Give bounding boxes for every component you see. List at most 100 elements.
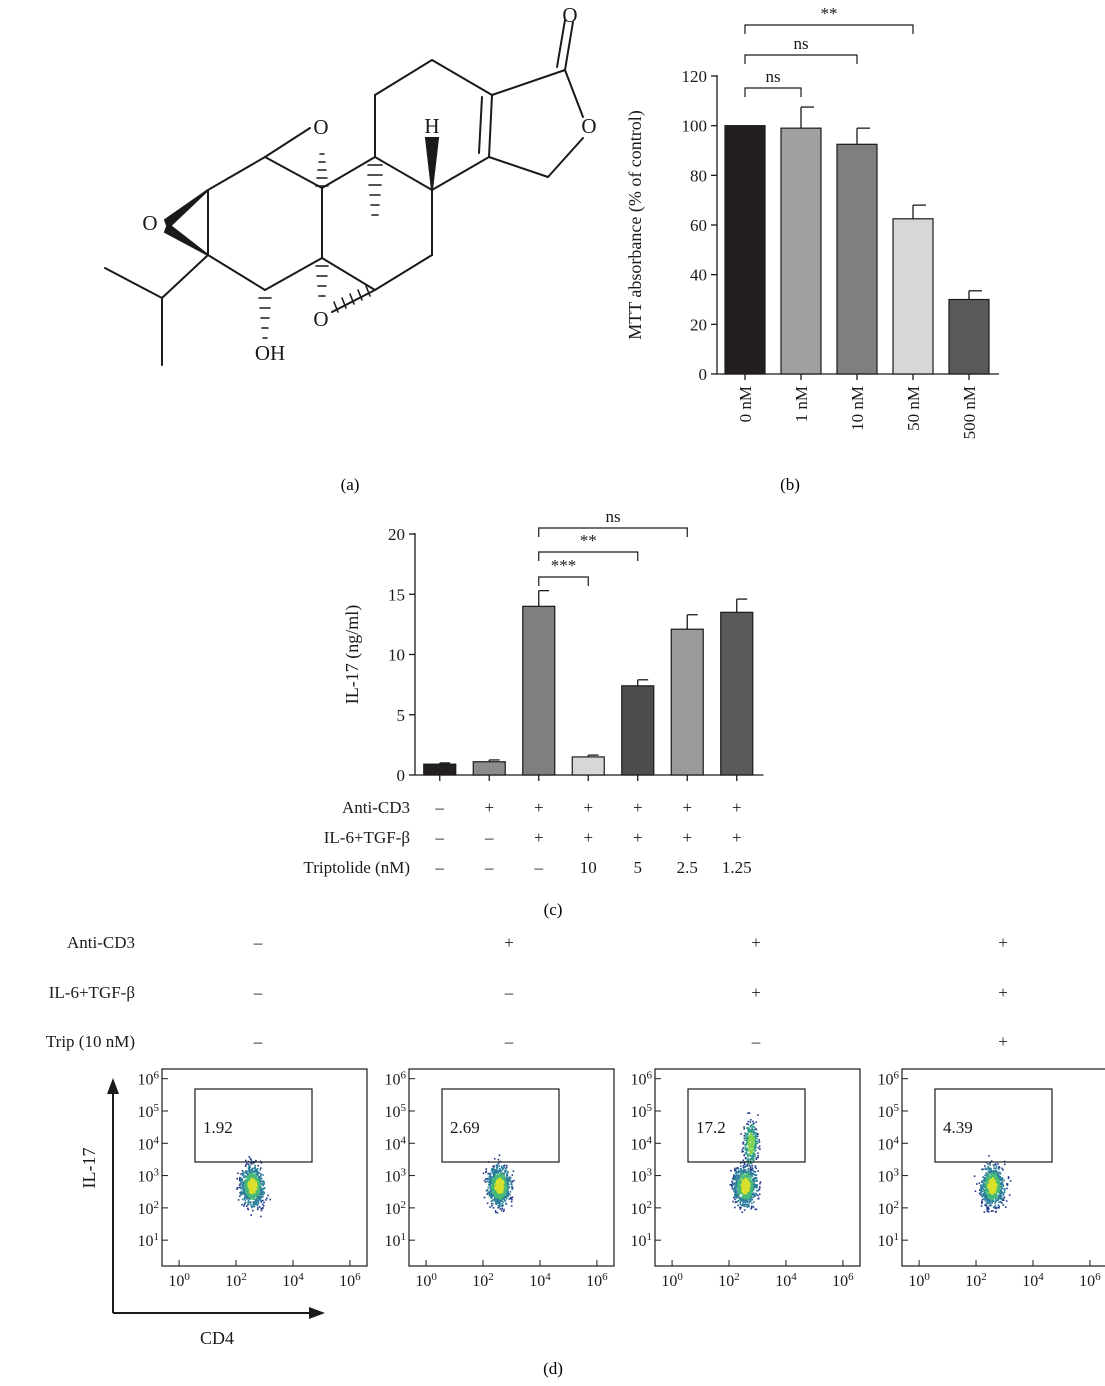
event-dot	[1001, 1185, 1003, 1188]
y-tick-exponent: 1	[894, 1231, 900, 1243]
y-tick-base: 10	[138, 1136, 154, 1153]
event-dot	[1008, 1194, 1011, 1196]
event-dot	[490, 1196, 492, 1199]
event-dot	[502, 1201, 505, 1203]
condition-value: +	[583, 828, 593, 847]
y-tick-exponent: 1	[154, 1231, 160, 1243]
bar-6	[670, 628, 704, 776]
condition-value: +	[732, 828, 742, 847]
event-dot	[504, 1189, 507, 1191]
event-dot	[500, 1175, 502, 1178]
event-dot	[499, 1189, 501, 1192]
event-dot	[251, 1191, 254, 1193]
event-dot	[253, 1182, 256, 1185]
event-dot	[1000, 1186, 1003, 1189]
event-dot	[1003, 1189, 1006, 1192]
event-dot	[506, 1180, 508, 1183]
event-dot	[496, 1194, 498, 1197]
event-dot	[1006, 1183, 1009, 1185]
x-tick-base: 10	[415, 1273, 431, 1290]
event-dot	[983, 1189, 986, 1191]
y-tick-base: 10	[385, 1233, 401, 1250]
event-dot	[744, 1192, 747, 1194]
event-dot	[489, 1188, 492, 1190]
event-dot	[497, 1184, 499, 1187]
event-dot	[245, 1176, 248, 1179]
event-dot	[254, 1193, 257, 1195]
event-dot	[250, 1189, 252, 1192]
event-dot	[982, 1181, 984, 1184]
event-dot	[992, 1190, 994, 1193]
event-dot	[735, 1175, 738, 1177]
y-tick-label: 102	[631, 1199, 653, 1218]
condition-row-label: Triptolide (nM)	[303, 858, 410, 877]
event-dot	[751, 1186, 754, 1188]
il17-gate	[934, 1088, 1053, 1163]
event-dot	[493, 1165, 496, 1167]
event-dot	[260, 1207, 262, 1210]
y-tick-label: 101	[385, 1231, 407, 1250]
event-dot	[743, 1126, 745, 1128]
event-dot	[747, 1146, 749, 1149]
event-dot	[981, 1201, 984, 1204]
event-dot	[254, 1170, 257, 1173]
event-dot	[250, 1204, 253, 1207]
event-dot	[503, 1199, 506, 1202]
event-dot	[744, 1147, 747, 1150]
event-dot	[246, 1189, 248, 1192]
event-dot	[992, 1181, 994, 1183]
event-dot	[750, 1186, 752, 1189]
event-dot	[749, 1168, 752, 1171]
event-dot	[503, 1208, 505, 1211]
event-dot	[506, 1182, 509, 1184]
event-dot	[1000, 1192, 1003, 1194]
event-dot	[241, 1181, 244, 1184]
event-dot	[755, 1180, 758, 1182]
event-dot	[755, 1174, 758, 1176]
event-dot	[500, 1169, 503, 1172]
event-dot	[746, 1149, 749, 1151]
event-dot	[252, 1184, 255, 1186]
event-dot	[261, 1193, 264, 1196]
y-tick-label: 106	[878, 1070, 900, 1089]
event-dot	[749, 1198, 751, 1201]
event-dot	[494, 1200, 496, 1202]
event-dot	[741, 1183, 744, 1186]
event-dot	[999, 1191, 1002, 1193]
event-dot	[246, 1191, 249, 1194]
y-tick-label: 101	[878, 1231, 900, 1250]
event-dot	[982, 1184, 984, 1186]
y-tick-label: 106	[138, 1070, 160, 1089]
event-dot	[981, 1188, 983, 1191]
event-dot	[755, 1142, 758, 1144]
event-dot	[508, 1193, 510, 1195]
event-dot	[751, 1149, 753, 1152]
condition-value: +	[504, 933, 514, 952]
event-dot	[998, 1175, 1000, 1178]
event-dot	[511, 1174, 514, 1176]
event-dot	[491, 1190, 494, 1193]
event-dot	[249, 1194, 251, 1197]
event-dot	[258, 1192, 261, 1195]
event-dot	[741, 1187, 743, 1189]
event-dot	[744, 1201, 747, 1204]
condition-value: +	[633, 828, 643, 847]
event-dot	[749, 1180, 752, 1183]
event-dot	[509, 1191, 512, 1193]
event-dot	[985, 1194, 988, 1197]
event-dot	[243, 1181, 246, 1184]
event-dot	[256, 1181, 259, 1184]
event-dot	[499, 1187, 502, 1189]
event-dot	[513, 1179, 515, 1182]
event-dot	[742, 1182, 744, 1184]
event-dot	[741, 1211, 744, 1213]
event-dot	[742, 1143, 744, 1145]
event-dot	[503, 1172, 505, 1175]
event-dot	[987, 1179, 989, 1181]
event-dot	[498, 1194, 501, 1197]
event-dot	[992, 1178, 994, 1181]
event-dot	[503, 1164, 505, 1167]
x-tick-base: 10	[965, 1273, 981, 1290]
event-dot	[492, 1187, 495, 1190]
event-dot	[973, 1175, 976, 1177]
